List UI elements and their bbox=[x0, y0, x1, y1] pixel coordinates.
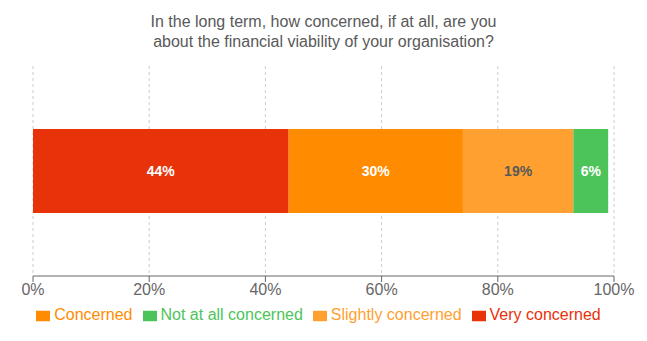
svg-text:6%: 6% bbox=[581, 163, 602, 179]
svg-text:20%: 20% bbox=[133, 281, 165, 298]
svg-text:60%: 60% bbox=[366, 281, 398, 298]
html-text:Very concerned: Very concerned bbox=[489, 306, 601, 323]
html-text:Not at all concerned: Not at all concerned bbox=[160, 306, 303, 323]
svg-text:0%: 0% bbox=[21, 281, 44, 298]
svg-text:44%: 44% bbox=[147, 163, 176, 179]
html-text:about the financial viability: about the financial viability of your or… bbox=[153, 33, 494, 50]
html-text:Concerned: Concerned bbox=[54, 306, 133, 323]
html-text:Slightly concerned: Slightly concerned bbox=[330, 306, 462, 323]
svg-text:100%: 100% bbox=[594, 281, 635, 298]
html-text:In the long term, how concerne: In the long term, how concerned, if at a… bbox=[150, 13, 497, 30]
svg-text:40%: 40% bbox=[249, 281, 281, 298]
svg-text:30%: 30% bbox=[362, 163, 391, 179]
svg-text:19%: 19% bbox=[504, 163, 533, 179]
svg-text:80%: 80% bbox=[482, 281, 514, 298]
